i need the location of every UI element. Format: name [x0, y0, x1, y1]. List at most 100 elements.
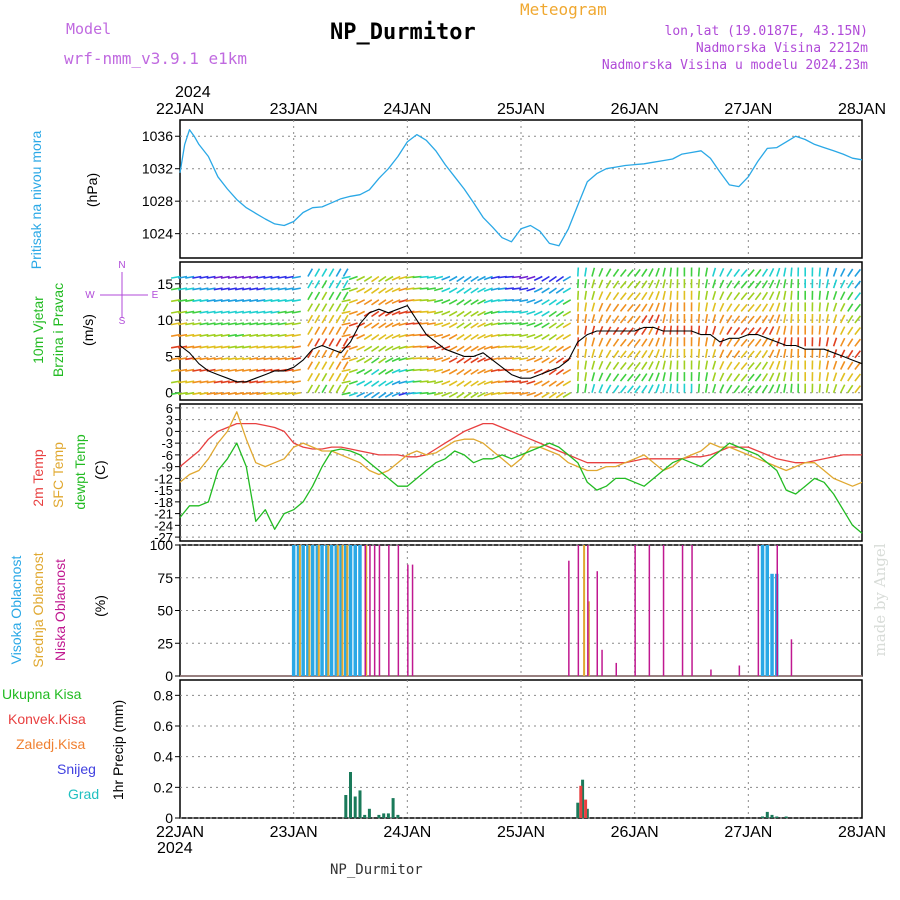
wind-arrow	[598, 302, 604, 312]
wind-arrow	[526, 287, 536, 292]
temp-tick-label: -3	[161, 436, 173, 451]
precip-bar-total	[576, 802, 580, 818]
wind-arrow	[818, 290, 821, 300]
wind-arrow	[448, 345, 458, 352]
wind-arrow	[504, 275, 514, 279]
wind-arrow	[712, 279, 717, 289]
wind-arrow	[284, 275, 294, 279]
wind-arrow	[591, 360, 596, 370]
wind-arrow	[456, 299, 465, 306]
temp-tick-label: -27	[154, 530, 173, 545]
wind-arrow	[776, 360, 781, 370]
wind-arrow	[619, 269, 627, 277]
wind-arrow	[242, 310, 252, 314]
wind-arrow	[328, 303, 335, 312]
wind-arrow	[234, 333, 245, 337]
wind-arrow	[598, 372, 604, 382]
precip-bar-total	[358, 790, 362, 818]
wind-arrow	[790, 313, 793, 324]
wind-arrow	[669, 383, 672, 393]
wind-arrow	[747, 350, 755, 359]
wind-arrow	[227, 333, 237, 337]
wind-arrow	[448, 287, 458, 294]
wind-arrow	[170, 368, 181, 372]
wind-arrow	[270, 368, 280, 372]
cloud-bar-low	[691, 545, 693, 676]
wind-arrow	[832, 291, 838, 301]
cloud-bar-low	[615, 662, 617, 676]
wind-arrow	[335, 326, 342, 335]
wind-arrow	[477, 333, 486, 340]
wind-arrow	[832, 372, 838, 382]
wind-arrow	[206, 299, 216, 303]
wind-arrow	[448, 333, 458, 340]
cloud-bar-high	[344, 545, 348, 676]
wind-arrow	[448, 392, 458, 398]
wind-arrow	[199, 287, 209, 291]
wind-arrow	[356, 322, 366, 328]
wind-arrow	[192, 275, 202, 279]
wind-arrow	[783, 325, 787, 335]
wind-arrow	[384, 380, 394, 387]
wind-arrow	[747, 373, 755, 382]
wind-arrow	[768, 372, 775, 382]
wind-arrow	[199, 345, 209, 349]
wind-arrow	[548, 333, 557, 341]
wind-arrow	[541, 392, 550, 399]
wind-arrow	[641, 361, 648, 370]
wind-arrow	[363, 322, 373, 329]
wind-arrow	[854, 280, 862, 289]
wind-arrow	[612, 315, 620, 324]
wind-arrow	[426, 275, 436, 279]
wind-arrow	[584, 383, 588, 393]
wind-arrow	[704, 325, 709, 335]
wind-arrow	[584, 279, 588, 289]
wind-arrow	[655, 279, 660, 289]
wind-arrow	[263, 368, 273, 372]
wind-arrow	[220, 345, 230, 349]
wind-arrow	[733, 350, 741, 359]
wind-arrow	[533, 310, 543, 316]
wind-arrow	[314, 268, 321, 277]
wind-arrow	[697, 372, 701, 382]
wind-arrow	[456, 322, 465, 329]
wind-arrow	[206, 275, 216, 279]
wind-arrow	[747, 315, 755, 324]
precip-tick-label: 0.8	[154, 687, 174, 703]
wind-arrow	[384, 392, 394, 398]
wind-arrow	[825, 360, 830, 370]
wind-arrow	[598, 337, 604, 347]
precip-bar-total	[382, 813, 386, 818]
cloud-bar-low	[587, 545, 589, 676]
wind-arrow	[391, 287, 401, 293]
wind-arrow	[854, 373, 862, 382]
wind-arrow	[626, 280, 634, 289]
wind-arrow	[839, 279, 846, 289]
wind-arrow	[178, 287, 188, 291]
wind-arrow	[463, 392, 472, 399]
wind-arrow	[291, 287, 301, 291]
wind-arrow	[533, 380, 543, 386]
wind-arrow	[384, 310, 394, 317]
wind-arrow	[655, 360, 660, 370]
wind-arrow	[378, 287, 387, 294]
wind-arrow	[612, 361, 620, 370]
wind-arrow	[341, 275, 351, 280]
wind-arrow	[504, 287, 514, 290]
wind-arrow	[170, 287, 181, 291]
wind-arrow	[227, 310, 237, 314]
wind-arrow	[825, 372, 830, 382]
wind-arrow	[477, 391, 486, 398]
wind-arrow	[483, 333, 493, 339]
wind-arrow	[754, 280, 762, 289]
wind-arrow	[470, 275, 479, 283]
wind-arrow	[648, 372, 654, 382]
wind-arrow	[371, 392, 380, 399]
wind-arrow	[441, 322, 451, 328]
wind-arrow	[526, 322, 536, 327]
wind-arrow	[170, 345, 181, 349]
wind-tick-label: 10	[157, 312, 173, 328]
cloud-bar-low	[369, 545, 371, 676]
wind-arrow	[470, 345, 479, 352]
wind-arrow	[512, 299, 522, 302]
